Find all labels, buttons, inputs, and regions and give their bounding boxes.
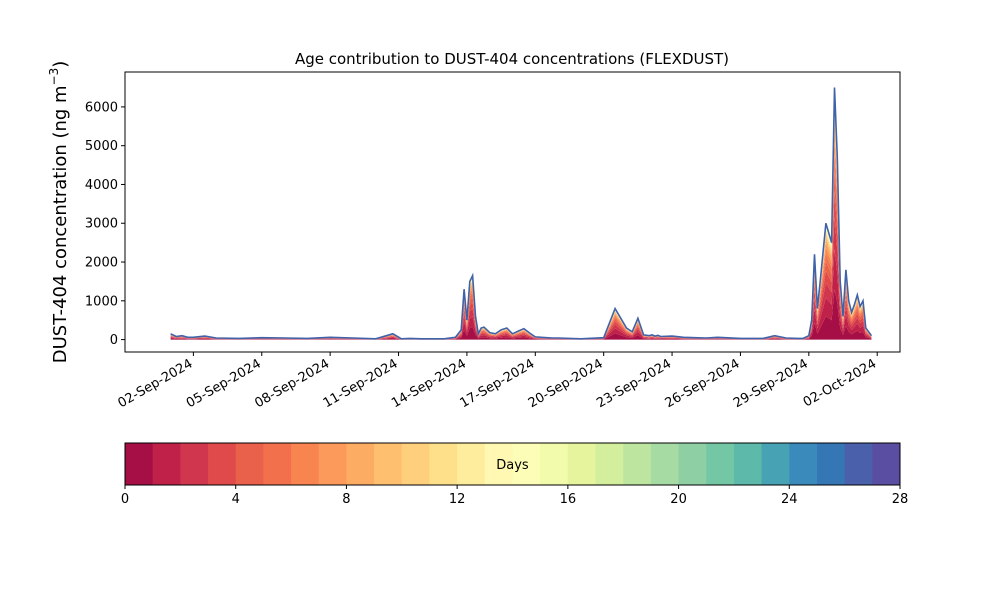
area-age-9 — [170, 114, 872, 339]
colorbar-swatch-5 — [263, 443, 292, 485]
y-tick-label-5000: 5000 — [85, 139, 118, 154]
plot-area — [170, 87, 873, 340]
colorbar-swatch-27 — [872, 443, 901, 485]
colorbar-tick-label-4: 4 — [232, 492, 240, 507]
area-age-26 — [170, 87, 872, 339]
x-tick-label-02-Oct-2024: 02-Oct-2024 — [801, 356, 879, 410]
y-axis-label-close: ) — [50, 61, 71, 68]
area-age-13 — [170, 98, 872, 339]
y-axis-label-superscript: −3 — [47, 68, 61, 86]
colorbar-tick-label-0: 0 — [121, 492, 129, 507]
area-age-20 — [170, 89, 872, 339]
colorbar-swatch-9 — [374, 443, 403, 485]
area-age-4 — [170, 170, 872, 340]
y-tick-label-2000: 2000 — [85, 256, 118, 271]
area-age-2 — [170, 216, 872, 340]
colorbar-swatch-16 — [567, 443, 597, 485]
x-tick-label-14-Sep-2024: 14-Sep-2024 — [389, 356, 469, 411]
area-age-10 — [170, 108, 872, 339]
area-age-3 — [170, 190, 872, 340]
colorbar-swatch-4 — [235, 443, 264, 485]
colorbar-swatch-13 — [484, 443, 513, 485]
y-tick-label-0: 0 — [110, 333, 118, 348]
x-tick-label-26-Sep-2024: 26-Sep-2024 — [663, 356, 743, 411]
y-tick-label-4000: 4000 — [85, 178, 118, 193]
colorbar-swatch-6 — [291, 443, 320, 485]
colorbar: 0 4 8 12 16 20 24 28 Days — [121, 442, 909, 507]
area-age-21 — [170, 88, 872, 339]
area-age-23 — [170, 88, 872, 339]
colorbar-swatch-14 — [512, 443, 541, 485]
colorbar-label: Days — [496, 458, 529, 473]
y-tick-label-1000: 1000 — [85, 294, 118, 309]
colorbar-swatch-19 — [650, 443, 680, 485]
area-age-6 — [170, 140, 872, 339]
area-age-27 — [170, 87, 872, 339]
colorbar-swatch-10 — [401, 443, 430, 485]
area-age-25 — [170, 87, 872, 339]
x-tick-label-02-Sep-2024: 02-Sep-2024 — [116, 356, 196, 411]
colorbar-swatch-12 — [457, 443, 486, 485]
colorbar-tick-label-8: 8 — [342, 492, 350, 507]
area-age-11 — [170, 104, 872, 339]
area-age-14 — [170, 96, 872, 339]
x-tick-label-05-Sep-2024: 05-Sep-2024 — [184, 356, 264, 411]
area-age-5 — [170, 153, 872, 340]
y-tick-label-6000: 6000 — [85, 100, 118, 115]
colorbar-swatch-24 — [789, 443, 818, 485]
colorbar-swatch-8 — [346, 443, 375, 485]
colorbar-tick-label-20: 20 — [670, 492, 687, 507]
area-age-8 — [170, 121, 872, 339]
colorbar-swatch-17 — [595, 443, 624, 485]
area-age-19 — [170, 90, 872, 339]
colorbar-swatch-18 — [623, 443, 652, 485]
area-age-24 — [170, 88, 872, 339]
total-line — [170, 87, 873, 340]
x-tick-label-17-Sep-2024: 17-Sep-2024 — [457, 356, 537, 411]
colorbar-swatch-23 — [761, 443, 790, 485]
x-tick-label-11-Sep-2024: 11-Sep-2024 — [321, 356, 401, 411]
colorbar-tick-label-28: 28 — [892, 492, 909, 507]
colorbar-swatch-15 — [540, 443, 569, 485]
colorbar-swatch-20 — [678, 443, 707, 485]
plot-frame — [124, 71, 901, 353]
colorbar-swatch-2 — [180, 443, 209, 485]
area-age-7 — [170, 129, 872, 339]
area-age-15 — [170, 94, 872, 339]
x-tick-label-08-Sep-2024: 08-Sep-2024 — [252, 356, 332, 411]
colorbar-swatch-11 — [429, 443, 458, 485]
colorbar-frame — [124, 442, 901, 486]
colorbar-swatch-21 — [706, 443, 735, 485]
area-age-16 — [170, 92, 872, 339]
x-tick-label-29-Sep-2024: 29-Sep-2024 — [731, 356, 811, 411]
colorbar-swatch-1 — [152, 443, 181, 485]
area-age-17 — [170, 91, 872, 339]
y-axis-label: DUST-404 concentration (ng m−3) — [47, 61, 71, 364]
area-age-12 — [170, 101, 872, 339]
x-tick-label-23-Sep-2024: 23-Sep-2024 — [594, 356, 674, 411]
colorbar-swatch-0 — [125, 443, 154, 485]
colorbar-swatch-3 — [208, 443, 237, 485]
area-age-1 — [170, 249, 872, 340]
colorbar-tick-label-24: 24 — [781, 492, 798, 507]
x-tick-label-20-Sep-2024: 20-Sep-2024 — [526, 356, 606, 411]
axes: 0 1000 2000 3000 4000 5000 6000 02-Sep-202405-S… — [85, 71, 901, 411]
area-age-18 — [170, 90, 872, 339]
colorbar-swatch-22 — [733, 443, 763, 485]
y-axis-label-main: DUST-404 concentration (ng m — [50, 85, 71, 363]
colorbar-swatch-7 — [318, 443, 347, 485]
colorbar-tick-label-12: 12 — [449, 492, 466, 507]
area-age-22 — [170, 88, 872, 339]
colorbar-swatch-25 — [816, 443, 846, 485]
chart-title: Age contribution to DUST-404 concentrati… — [295, 50, 729, 68]
y-tick-label-3000: 3000 — [85, 217, 118, 232]
colorbar-swatch-26 — [844, 443, 873, 485]
colorbar-tick-label-16: 16 — [560, 492, 577, 507]
